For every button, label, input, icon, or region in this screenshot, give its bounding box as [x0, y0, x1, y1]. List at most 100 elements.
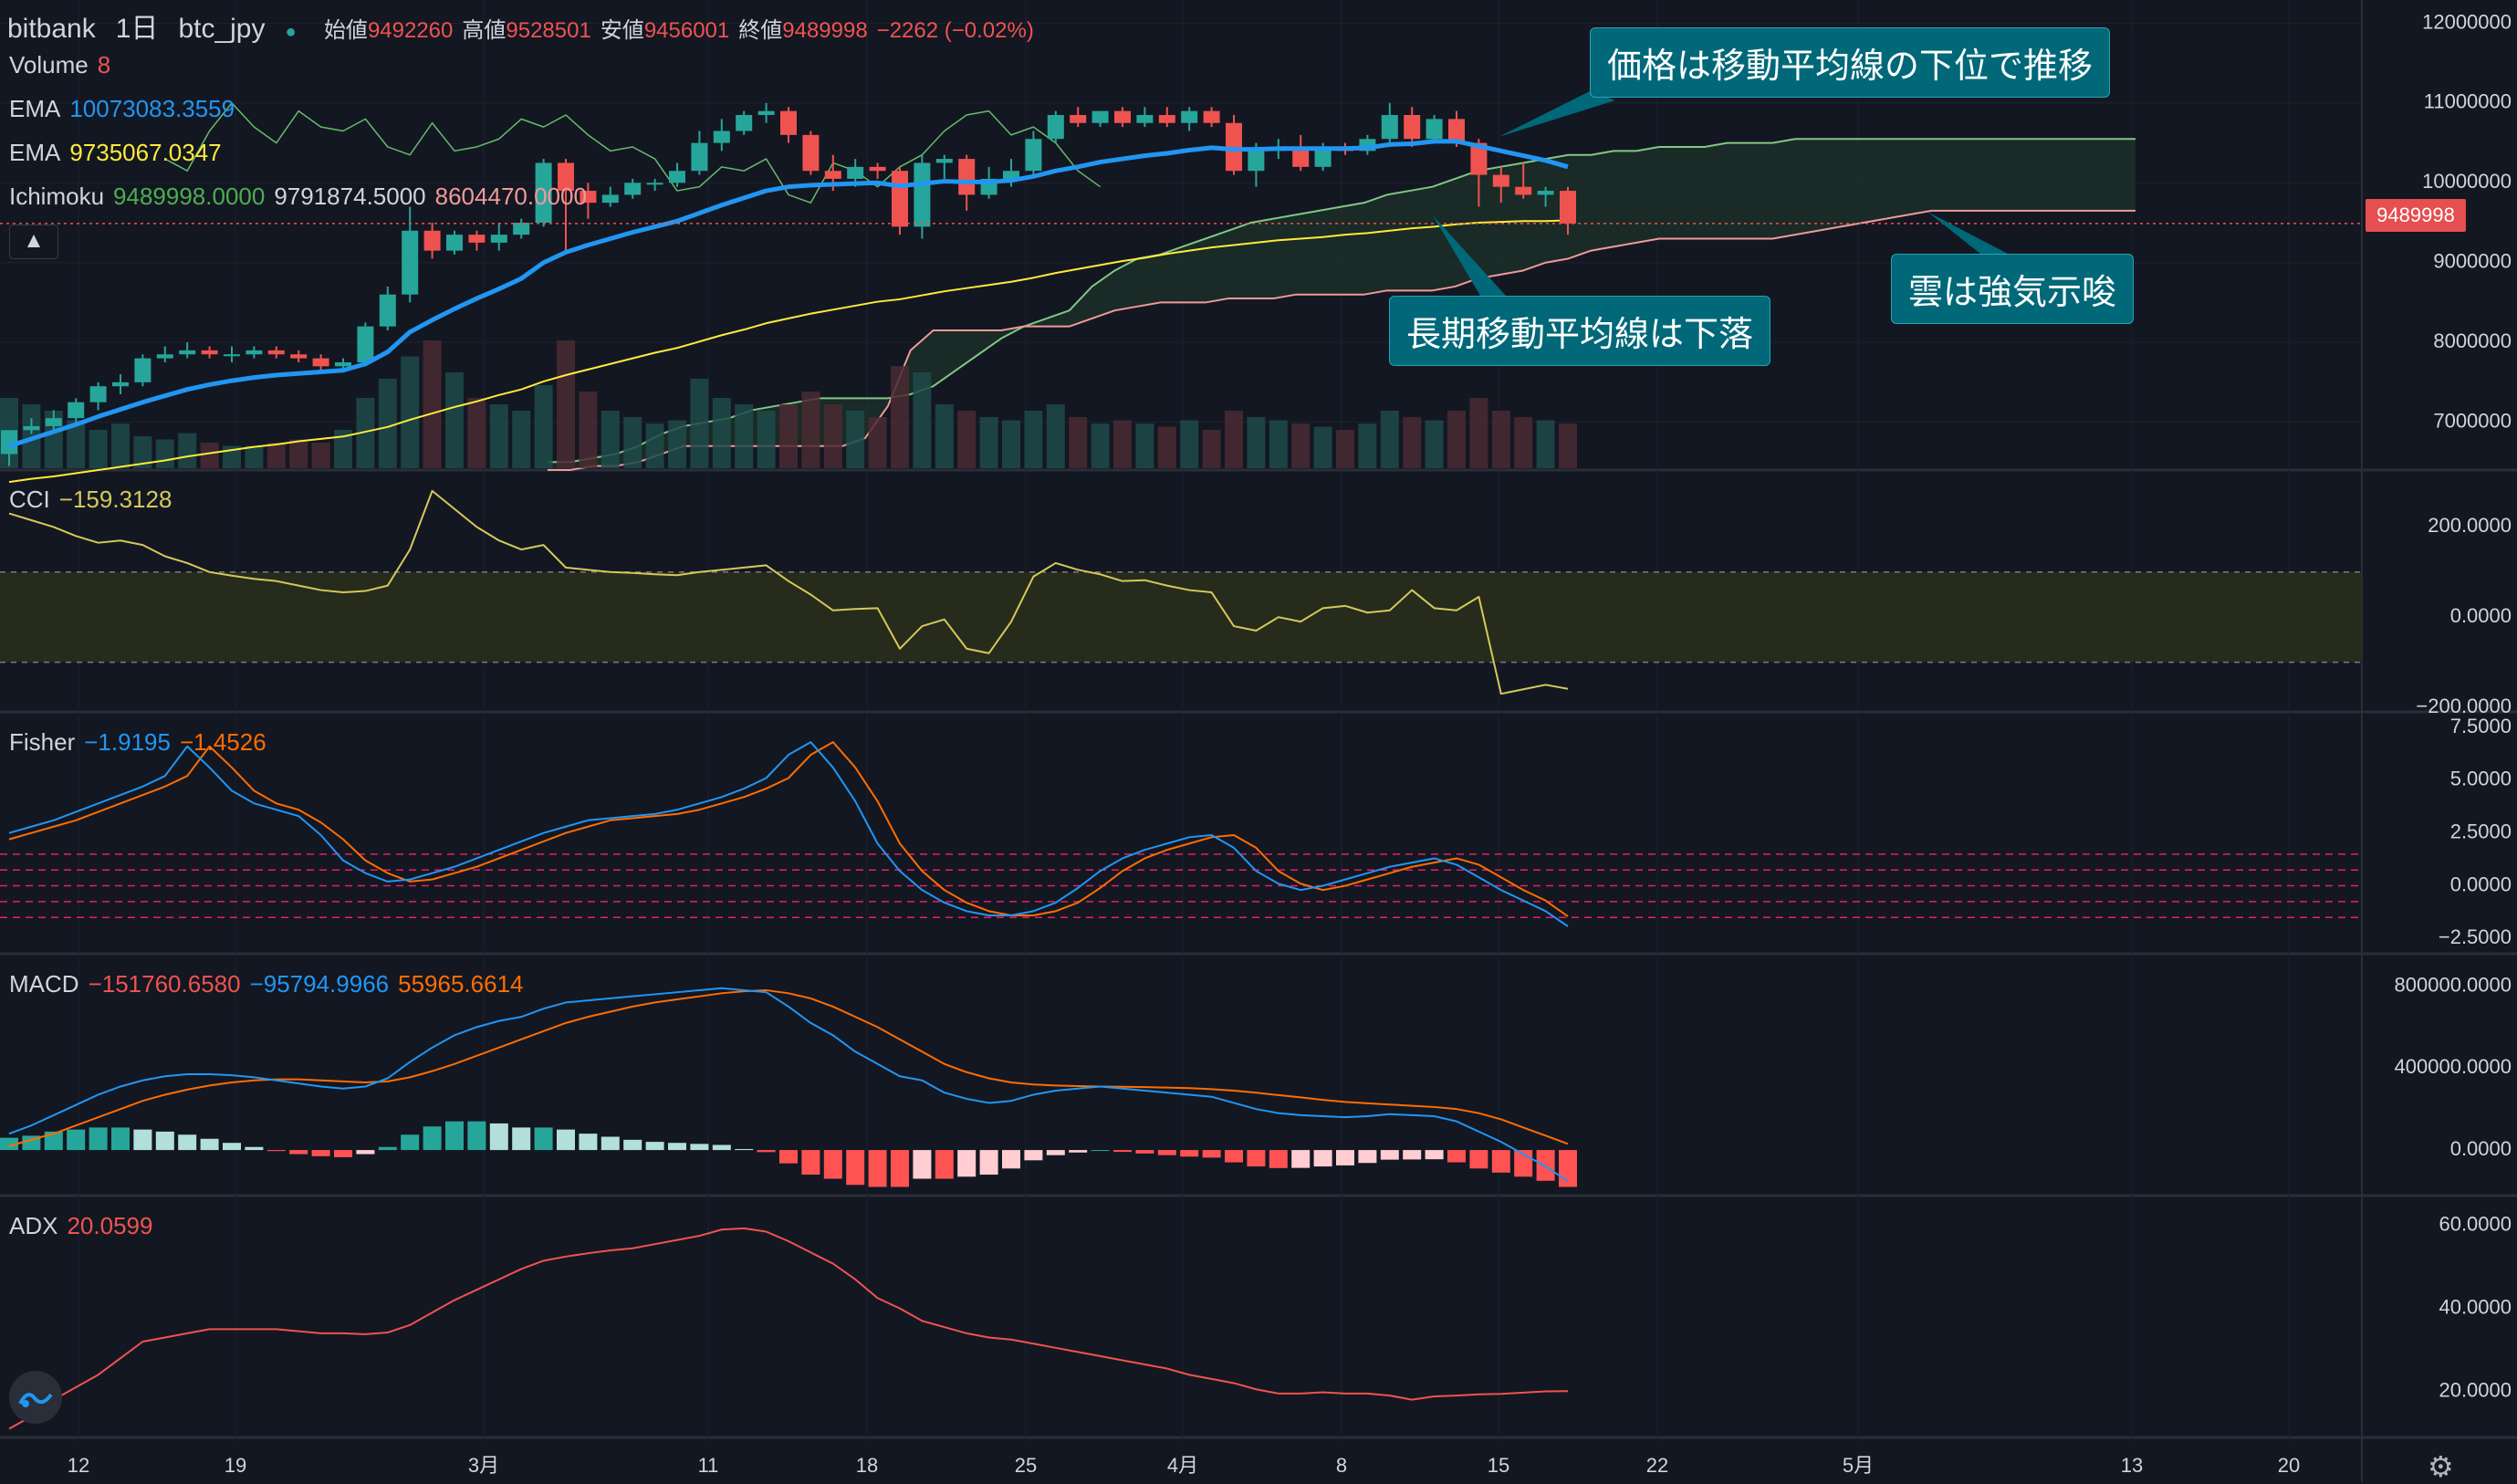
macd-histogram-bar	[111, 1127, 130, 1151]
candle-body	[1226, 122, 1242, 172]
macd-histogram-bar	[1469, 1150, 1488, 1169]
y-tick-label: 40.0000	[2439, 1295, 2512, 1318]
volume-bar	[245, 445, 264, 468]
volume-bar	[1247, 417, 1266, 468]
candle-body	[224, 354, 240, 357]
volume-bar	[111, 423, 130, 468]
candle-body	[89, 386, 107, 402]
volume-bar	[712, 398, 731, 468]
macd-histogram-bar	[133, 1129, 152, 1151]
callout-pointer	[1927, 212, 2008, 254]
volume-bar	[445, 372, 464, 468]
ichimoku-legend[interactable]: Ichimoku 9489998.0000 9791874.5000 8604470.…	[9, 183, 587, 210]
y-tick-label: 9000000	[2433, 250, 2512, 273]
candle-body	[312, 358, 329, 367]
y-tick-label: −2.5000	[2439, 925, 2512, 948]
volume-bar	[557, 340, 575, 468]
macd-histogram-bar	[735, 1148, 754, 1151]
volume-bar	[378, 379, 397, 468]
x-tick-label: 4月	[1167, 1454, 1198, 1477]
y-tick-label: 10000000	[2422, 170, 2512, 193]
macd-histogram-bar	[1403, 1150, 1422, 1160]
candle-body	[1381, 115, 1398, 140]
candle-body	[1448, 119, 1465, 143]
volume-bar	[779, 404, 798, 468]
ichimoku-chikou-line	[164, 102, 1102, 204]
adx-line	[8, 1227, 1569, 1430]
volume-bar	[1113, 420, 1132, 468]
cci-legend[interactable]: CCI −159.3128	[9, 486, 172, 513]
collapse-legend-button[interactable]: ▲	[9, 225, 58, 259]
pair-label[interactable]: btc_jpy	[178, 14, 266, 44]
candle-body	[179, 350, 196, 355]
volume-bar	[735, 404, 754, 468]
candle-body	[1114, 110, 1131, 123]
candle-body	[379, 294, 396, 327]
volume-bar	[1403, 417, 1422, 468]
candle-body	[1181, 110, 1198, 123]
fisher-legend[interactable]: Fisher −1.9195 −1.4526	[9, 728, 266, 756]
x-tick-label: 12	[68, 1454, 89, 1477]
macd-histogram-bar	[1202, 1150, 1221, 1158]
adx-value: 20.0599	[67, 1212, 153, 1239]
macd-histogram-bar	[378, 1146, 397, 1151]
candle-body	[335, 361, 351, 367]
volume-bar	[979, 417, 998, 468]
fisher-trigger-line	[8, 741, 1569, 917]
macd-histogram-bar	[579, 1134, 598, 1151]
y-tick-label: 0.0000	[2450, 1137, 2512, 1160]
gear-icon[interactable]: ⚙	[2428, 1450, 2454, 1483]
macd-histogram-bar	[1157, 1150, 1176, 1155]
volume-bar	[957, 411, 977, 468]
macd-histogram-bar	[645, 1142, 664, 1151]
callout-pointer	[1433, 215, 1506, 296]
ema-slow-line	[8, 219, 1569, 484]
x-tick-label: 22	[1646, 1454, 1668, 1477]
candle-body	[468, 235, 486, 243]
symbol-label[interactable]: bitbank	[7, 14, 96, 44]
cci-value: −159.3128	[58, 486, 172, 513]
volume-bar	[1491, 411, 1510, 468]
macd-signal-line	[8, 988, 1569, 1147]
x-tick-label: 25	[1015, 1454, 1037, 1477]
macd-histogram-bar	[1425, 1150, 1444, 1160]
volume-bar	[1269, 420, 1288, 468]
macd-legend[interactable]: MACD −151760.6580 −95794.9966 55965.6614	[9, 970, 524, 998]
macd-histogram-bar	[1113, 1150, 1132, 1153]
macd-histogram-bar	[401, 1134, 420, 1151]
candle-body	[1470, 142, 1488, 175]
ema-slow-legend[interactable]: EMA 9735067.0347	[9, 139, 222, 166]
y-tick-label: 11000000	[2424, 90, 2512, 113]
adx-legend[interactable]: ADX 20.0599	[9, 1212, 153, 1239]
macd-histogram-bar	[334, 1150, 352, 1157]
volume-bar	[1469, 398, 1488, 468]
macd-histogram-bar	[1358, 1150, 1377, 1164]
macd-histogram-bar	[423, 1126, 442, 1151]
candle-body	[23, 425, 40, 431]
volume-bar	[489, 404, 508, 468]
macd-histogram-bar	[1491, 1150, 1510, 1173]
volume-bar	[668, 420, 686, 468]
volume-bar	[133, 436, 152, 468]
candle-body	[1560, 191, 1576, 224]
volume-bar	[155, 439, 174, 468]
candle-body	[290, 354, 308, 359]
ichimoku-cloud	[548, 139, 2136, 470]
macd-histogram-bar	[1225, 1150, 1243, 1163]
macd-histogram-bar	[266, 1150, 286, 1152]
candle-body	[134, 358, 151, 382]
ema-fast-legend[interactable]: EMA 10073083.3559	[9, 95, 235, 122]
y-tick-label: 7.5000	[2450, 715, 2512, 737]
candle-body	[1404, 115, 1421, 140]
tradingview-logo-icon[interactable]	[9, 1371, 62, 1424]
close-value: 9489998	[782, 18, 868, 43]
macd-histogram-bar	[668, 1143, 686, 1151]
volume-legend[interactable]: Volume 8	[9, 51, 111, 78]
volume-bar	[178, 433, 197, 468]
candle-body	[757, 110, 775, 116]
macd-histogram-bar	[712, 1144, 731, 1151]
interval-label[interactable]: 1日	[115, 14, 159, 44]
macd-histogram-bar	[891, 1150, 909, 1187]
candle-body	[1314, 146, 1332, 167]
